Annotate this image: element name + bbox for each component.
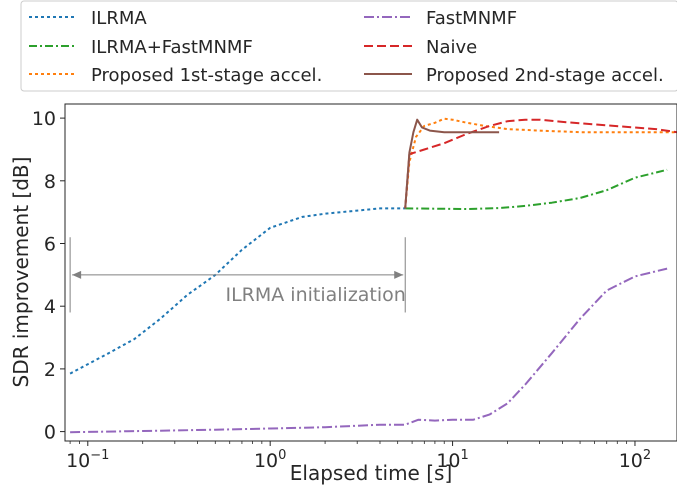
legend: ILRMA ILRMA+FastMNMF Proposed 1st-stage ac… [20,0,677,92]
legend-label-2: ILRMA+FastMNMF [91,37,253,58]
series-line-6 [404,118,500,209]
annotation-label: ILRMA initialization [225,284,405,306]
x-tick-label: 100 [254,448,286,472]
annotation-arrowhead-right [394,270,404,279]
legend-label-6: Proposed 2nd-stage accel. [426,65,664,86]
y-tick-label: 2 [44,359,56,381]
x-axis-label: Elapsed time [s] [290,461,453,485]
annotation: ILRMA initialization [69,237,406,313]
y-tick-label: 6 [44,234,56,256]
legend-label-5: Naive [426,37,477,58]
y-tick-label: 4 [44,296,56,318]
x-tick-label: 101 [436,448,468,472]
series-line-3 [404,117,677,209]
series-line-2 [405,168,668,210]
x-tick-label: 10−1 [66,448,109,472]
legend-label-1: ILRMA [91,8,147,29]
legend-box [20,0,677,92]
series-line-4 [70,267,668,434]
legend-label-3: Proposed 1st-stage accel. [91,65,322,86]
series-line-5 [404,118,677,209]
plot-area [69,117,677,434]
series-line-1 [69,207,406,375]
y-tick-label: 10 [32,108,56,130]
y-tick-label: 0 [44,422,56,444]
plot-frame [64,103,677,442]
y-axis-label: SDR improvement [dB] [9,157,33,388]
y-tick-label: 8 [44,171,56,193]
axes: 0 2 4 6 8 10 10−1 100 101 102 [32,103,677,472]
x-tick-label: 102 [619,448,651,472]
legend-label-4: FastMNMF [426,8,517,29]
annotation-arrowhead-left [72,270,82,279]
